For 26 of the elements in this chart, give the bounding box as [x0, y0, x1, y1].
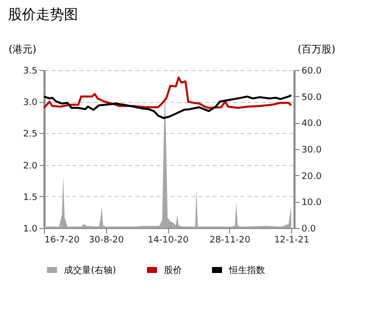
chart-title: 股价走势图 — [8, 7, 78, 23]
x-tick-label: 12-1-21 — [274, 236, 310, 246]
x-tick-label: 16-7-20 — [44, 236, 80, 246]
y2-tick-label: 50.0 — [302, 92, 322, 103]
y-tick-label: 2.0 — [23, 161, 38, 172]
legend-label: 股价 — [164, 265, 182, 276]
y-tick-label: 3.5 — [23, 66, 38, 76]
x-tick-label: 28-11-20 — [210, 236, 251, 246]
y2-tick-label: 60.0 — [302, 66, 322, 76]
y2-tick-label: 10.0 — [302, 198, 322, 208]
y2-tick-label: 20.0 — [302, 172, 322, 182]
x-tick-label: 14-10-20 — [148, 236, 189, 246]
y2-tick-label: 40.0 — [302, 119, 322, 130]
y-tick-label: 1.0 — [23, 224, 38, 234]
y-tick-label: 3.0 — [23, 98, 38, 108]
y2-tick-label: 0.0 — [302, 224, 316, 234]
line-series — [43, 94, 292, 120]
legend-label: 成交量(右轴) — [64, 265, 116, 276]
line-series — [43, 76, 292, 109]
y2-tick-label: 30.0 — [302, 146, 322, 156]
legend-label: 恒生指数 — [228, 265, 265, 276]
y-tick-label: 2.5 — [23, 130, 38, 140]
y-axis-title: (港元) — [8, 44, 36, 56]
y-tick-label: 1.5 — [23, 192, 38, 203]
y2-axis-title: (百万股) — [298, 44, 336, 56]
x-tick-label: 30-8-20 — [88, 236, 124, 246]
